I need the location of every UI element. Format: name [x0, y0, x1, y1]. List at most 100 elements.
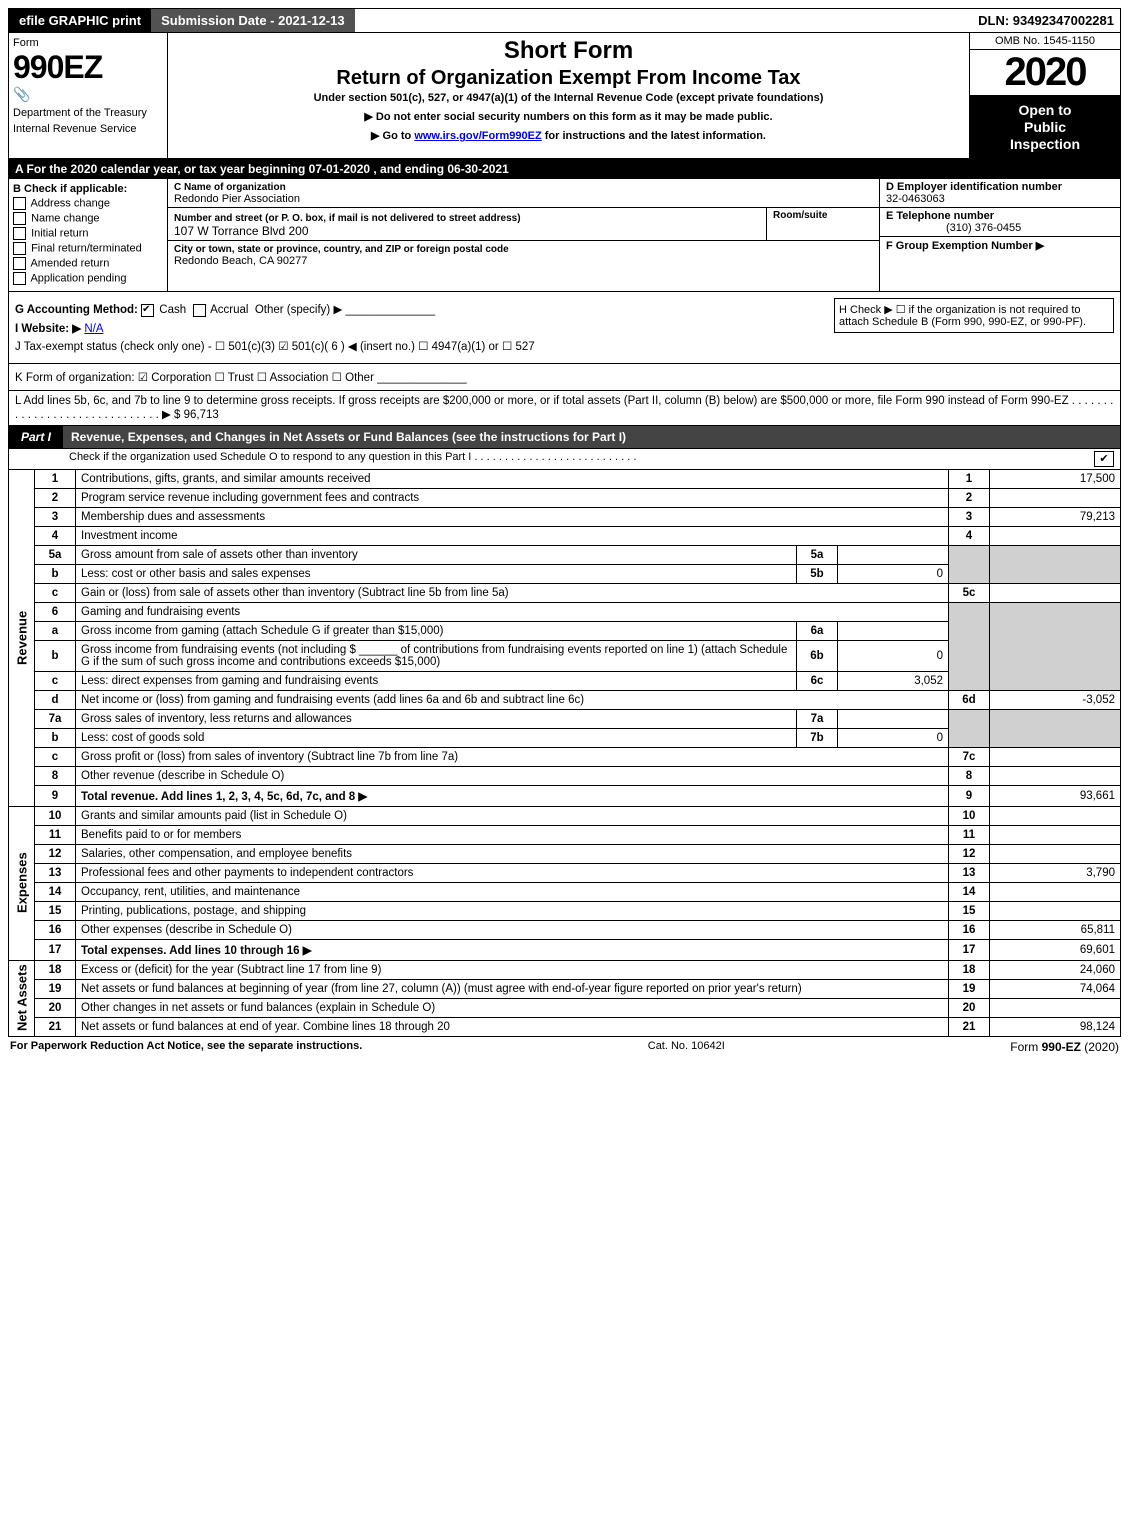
street-label: Number and street (or P. O. box, if mail… [174, 213, 521, 224]
r13-num: 13 [949, 863, 990, 882]
goto-prefix: ▶ Go to [371, 130, 414, 142]
room-suite: Room/suite [767, 208, 879, 240]
r20-desc: Other changes in net assets or fund bala… [76, 998, 949, 1017]
r5b-no: b [35, 564, 76, 583]
h-box: H Check ▶ ☐ if the organization is not r… [834, 298, 1114, 333]
ein-value: 32-0463063 [886, 193, 945, 205]
i-label: I Website: ▶ [15, 323, 81, 335]
r18-no: 18 [35, 960, 76, 979]
footer-right-form: 990-EZ [1042, 1040, 1081, 1054]
r16-no: 16 [35, 920, 76, 939]
submission-date-badge: Submission Date - 2021-12-13 [151, 9, 355, 32]
cash-checkbox[interactable] [141, 304, 154, 317]
irs-label: Internal Revenue Service [13, 123, 163, 135]
r1-no: 1 [35, 469, 76, 488]
open-line1: Open to [972, 102, 1118, 119]
r17-amt: 69,601 [990, 939, 1121, 960]
form-word: Form [13, 37, 163, 49]
check-initial-return[interactable]: Initial return [13, 227, 163, 240]
r6d-num: 6d [949, 690, 990, 709]
check-name-change-label: Name change [31, 213, 100, 225]
r8-desc: Other revenue (describe in Schedule O) [76, 766, 949, 785]
r5a-subval [838, 545, 949, 564]
form-number: 990EZ [13, 49, 163, 86]
check-address-change[interactable]: Address change [13, 197, 163, 210]
check-application-pending[interactable]: Application pending [13, 272, 163, 285]
entity-box: B Check if applicable: Address change Na… [8, 179, 1121, 292]
r15-num: 15 [949, 901, 990, 920]
accrual-checkbox[interactable] [193, 304, 206, 317]
r12-desc: Salaries, other compensation, and employ… [76, 844, 949, 863]
r13-no: 13 [35, 863, 76, 882]
expenses-side-label: Expenses [9, 806, 35, 960]
r7b-subval: 0 [838, 728, 949, 747]
r2-num: 2 [949, 488, 990, 507]
r6d-no: d [35, 690, 76, 709]
r14-desc: Occupancy, rent, utilities, and maintena… [76, 882, 949, 901]
r6a-subval [838, 621, 949, 640]
r5c-desc: Gain or (loss) from sale of assets other… [76, 583, 949, 602]
efile-print-button[interactable]: efile GRAPHIC print [9, 9, 151, 32]
city-label: City or town, state or province, country… [174, 244, 509, 255]
r6-no: 6 [35, 602, 76, 621]
r14-amt [990, 882, 1121, 901]
footer-right-suffix: (2020) [1081, 1040, 1119, 1054]
r1-desc: Contributions, gifts, grants, and simila… [76, 469, 949, 488]
r10-desc: Grants and similar amounts paid (list in… [76, 806, 949, 825]
open-line2: Public [972, 119, 1118, 136]
d-label: D Employer identification number [886, 181, 1062, 193]
r7c-no: c [35, 747, 76, 766]
r12-num: 12 [949, 844, 990, 863]
check-amended-return-label: Amended return [30, 258, 109, 270]
r2-no: 2 [35, 488, 76, 507]
r7c-desc: Gross profit or (loss) from sales of inv… [76, 747, 949, 766]
check-name-change[interactable]: Name change [13, 212, 163, 225]
header-right: OMB No. 1545-1150 2020 Open to Public In… [969, 33, 1120, 158]
b-label: B Check if applicable: [13, 183, 163, 195]
header-center: Short Form Return of Organization Exempt… [168, 33, 969, 158]
r4-no: 4 [35, 526, 76, 545]
r7a-sub: 7a [797, 709, 838, 728]
check-initial-return-label: Initial return [31, 228, 88, 240]
part1-header: Part I Revenue, Expenses, and Changes in… [8, 426, 1121, 449]
r6c-subval: 3,052 [838, 671, 949, 690]
irs-link[interactable]: www.irs.gov/Form990EZ [414, 130, 541, 142]
r3-num: 3 [949, 507, 990, 526]
line-k-box: K Form of organization: ☑ Corporation ☐ … [8, 364, 1121, 391]
r5b-subval: 0 [838, 564, 949, 583]
website-link[interactable]: N/A [84, 323, 103, 335]
room-label: Room/suite [773, 210, 827, 221]
r7b-sub: 7b [797, 728, 838, 747]
footer-right: Form 990-EZ (2020) [1010, 1040, 1119, 1054]
r21-desc: Net assets or fund balances at end of ye… [76, 1017, 949, 1036]
form-header: Form 990EZ 📎 Department of the Treasury … [8, 33, 1121, 159]
line-l: L Add lines 5b, 6c, and 7b to line 9 to … [8, 391, 1121, 426]
r10-num: 10 [949, 806, 990, 825]
r9-num: 9 [949, 785, 990, 806]
r5-shade-amt [990, 545, 1121, 583]
org-name-row: C Name of organization Redondo Pier Asso… [168, 179, 879, 208]
accrual-label: Accrual [210, 304, 248, 316]
footer-center: Cat. No. 10642I [648, 1040, 725, 1054]
org-name: Redondo Pier Association [174, 193, 300, 205]
r7c-num: 7c [949, 747, 990, 766]
cash-label: Cash [159, 304, 186, 316]
r14-no: 14 [35, 882, 76, 901]
r6a-desc: Gross income from gaming (attach Schedul… [76, 621, 797, 640]
r15-amt [990, 901, 1121, 920]
r15-no: 15 [35, 901, 76, 920]
check-final-return[interactable]: Final return/terminated [13, 242, 163, 255]
r7b-desc: Less: cost of goods sold [76, 728, 797, 747]
r3-desc: Membership dues and assessments [76, 507, 949, 526]
check-o-box[interactable]: ✔ [1094, 451, 1114, 467]
r16-desc: Other expenses (describe in Schedule O) [76, 920, 949, 939]
check-amended-return[interactable]: Amended return [13, 257, 163, 270]
f-label: F Group Exemption Number ▶ [886, 240, 1044, 252]
entity-right: D Employer identification number 32-0463… [879, 179, 1120, 291]
footer-right-prefix: Form [1010, 1040, 1041, 1054]
header-left: Form 990EZ 📎 Department of the Treasury … [9, 33, 168, 158]
r3-no: 3 [35, 507, 76, 526]
check-o-row: Check if the organization used Schedule … [8, 449, 1121, 469]
tax-year: 2020 [970, 50, 1120, 96]
part1-table: Revenue 1 Contributions, gifts, grants, … [8, 469, 1121, 1037]
